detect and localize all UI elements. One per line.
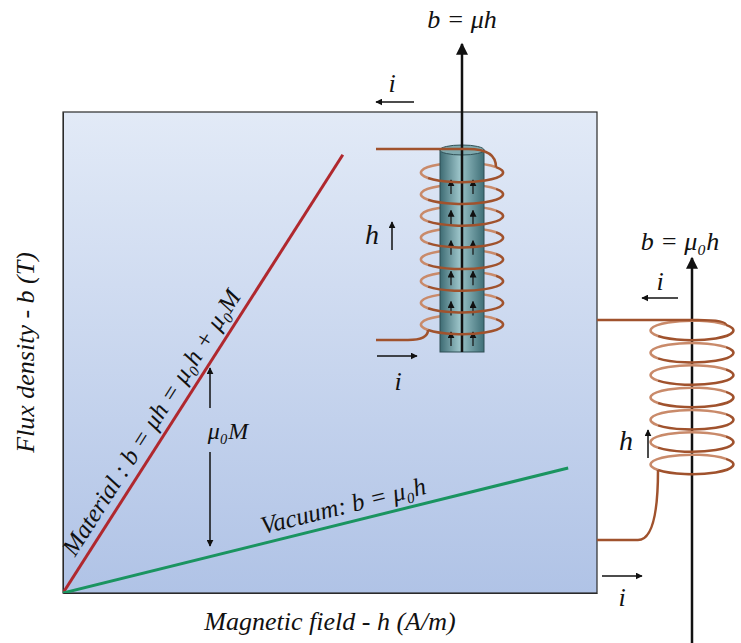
winding	[428, 297, 503, 312]
winding	[428, 189, 503, 204]
winding	[428, 319, 503, 334]
winding-back	[651, 365, 726, 380]
arrow	[602, 575, 642, 577]
figure: Material : b = μh = μ₀h + μ₀MVacuum: b =…	[0, 0, 741, 643]
x-axis-line	[64, 593, 598, 594]
lead	[376, 149, 496, 167]
coil-label: h	[365, 219, 379, 250]
arrow	[647, 430, 649, 458]
arrow	[391, 222, 393, 250]
x-axis-title: Magnetic field - h (A/m)	[203, 607, 455, 636]
winding	[658, 437, 733, 452]
arrow	[376, 101, 414, 103]
winding-back	[651, 410, 726, 425]
magnetization-arrow	[450, 271, 451, 285]
field-arrow	[691, 258, 694, 643]
coil-label: i	[656, 267, 663, 296]
winding	[428, 232, 503, 247]
winding	[658, 347, 733, 362]
winding	[428, 276, 503, 291]
plot-frame	[63, 112, 597, 593]
winding-back	[651, 455, 726, 470]
winding	[428, 211, 503, 226]
winding	[658, 414, 733, 429]
coil-label: i	[394, 367, 401, 396]
annotation-arrow	[209, 368, 211, 408]
winding	[658, 325, 733, 340]
winding-back	[651, 388, 726, 403]
coil	[376, 44, 503, 352]
x-axis	[64, 593, 598, 594]
y-axis-title: Flux density - b (T)	[11, 252, 40, 454]
line-label: Vacuum: b = μ₀h	[258, 472, 429, 539]
magnetization-arrow	[450, 302, 451, 316]
y-axis-line	[63, 113, 64, 594]
winding	[658, 392, 733, 407]
arrow	[642, 297, 678, 299]
winding	[658, 459, 733, 474]
magnetization-arrow	[472, 271, 473, 285]
coil-label: b = μ₀h	[641, 227, 720, 256]
annotation: μ₀M	[207, 418, 250, 444]
lead	[597, 470, 658, 540]
winding-back	[651, 432, 726, 447]
magnetization-arrow	[472, 302, 473, 316]
coil-label: h	[619, 425, 633, 456]
series-line	[63, 468, 568, 593]
lines	[63, 155, 568, 593]
annotation-arrow	[209, 452, 211, 546]
coil	[597, 258, 733, 643]
winding	[658, 370, 733, 385]
coil-label: i	[618, 583, 625, 612]
magnetization-arrow	[450, 210, 451, 224]
coil-label: i	[388, 69, 395, 98]
lead	[376, 330, 428, 340]
winding	[428, 167, 503, 182]
winding-back	[651, 321, 726, 336]
magnetization-arrow	[472, 210, 473, 224]
y-axis	[63, 113, 64, 594]
field-arrow	[461, 44, 464, 352]
winding-back	[651, 343, 726, 358]
lead	[597, 320, 726, 325]
coil-label: b = μh	[427, 5, 497, 34]
winding	[428, 254, 503, 269]
arrow	[377, 355, 417, 357]
